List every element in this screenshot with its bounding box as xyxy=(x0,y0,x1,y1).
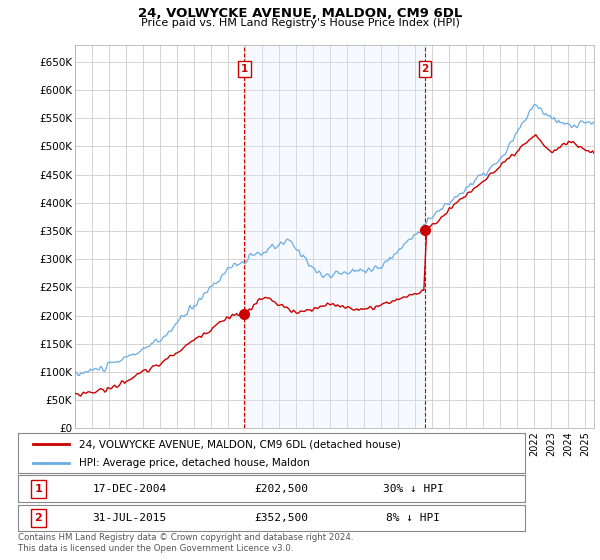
Text: 8% ↓ HPI: 8% ↓ HPI xyxy=(386,513,440,523)
Text: Contains HM Land Registry data © Crown copyright and database right 2024.
This d: Contains HM Land Registry data © Crown c… xyxy=(18,533,353,553)
Text: 24, VOLWYCKE AVENUE, MALDON, CM9 6DL: 24, VOLWYCKE AVENUE, MALDON, CM9 6DL xyxy=(138,7,462,20)
Text: 2: 2 xyxy=(422,64,429,74)
Text: £352,500: £352,500 xyxy=(254,513,308,523)
Text: 30% ↓ HPI: 30% ↓ HPI xyxy=(383,484,444,494)
Bar xyxy=(244,45,425,428)
Text: Price paid vs. HM Land Registry's House Price Index (HPI): Price paid vs. HM Land Registry's House … xyxy=(140,18,460,28)
Text: 2: 2 xyxy=(34,513,42,523)
Text: 31-JUL-2015: 31-JUL-2015 xyxy=(92,513,167,523)
Text: 1: 1 xyxy=(34,484,42,494)
Text: HPI: Average price, detached house, Maldon: HPI: Average price, detached house, Mald… xyxy=(79,458,310,468)
Text: £202,500: £202,500 xyxy=(254,484,308,494)
Text: 17-DEC-2004: 17-DEC-2004 xyxy=(92,484,167,494)
Text: 24, VOLWYCKE AVENUE, MALDON, CM9 6DL (detached house): 24, VOLWYCKE AVENUE, MALDON, CM9 6DL (de… xyxy=(79,439,401,449)
Text: 1: 1 xyxy=(241,64,248,74)
